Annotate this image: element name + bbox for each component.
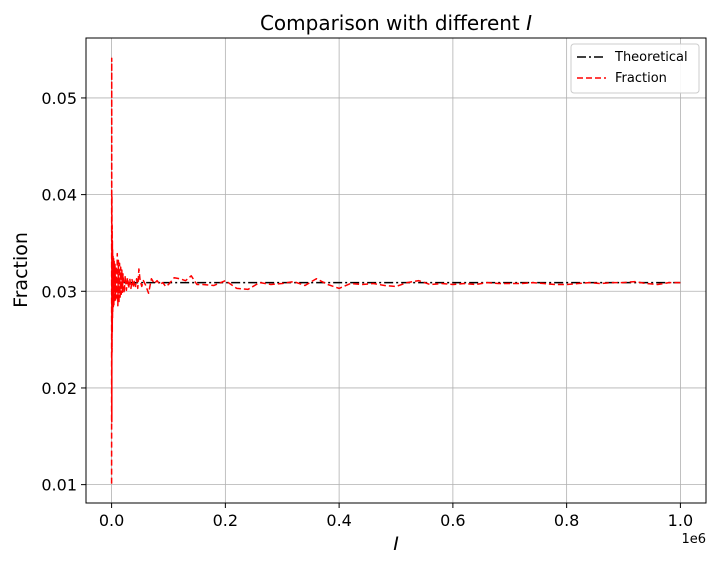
y-tick-label: 0.02	[41, 379, 77, 398]
legend-label-fraction: Fraction	[615, 71, 667, 86]
plot-background	[86, 38, 706, 503]
series-layer	[110, 57, 681, 484]
chart-title-variable: I	[526, 11, 532, 35]
x-tick-label: 0.2	[213, 511, 238, 530]
x-tick-label: 1.0	[668, 511, 693, 530]
plot-frame	[85, 37, 707, 504]
x-axis-label: I	[393, 533, 399, 555]
chart-title-prefix: Comparison with different	[260, 11, 526, 35]
series-line-fraction	[110, 57, 681, 484]
y-tick-label: 0.04	[41, 186, 77, 205]
grid	[86, 38, 706, 503]
x-axis-ticks: 0.0 0.2 0.4 0.6 0.8 1.0	[99, 503, 693, 530]
chart-title: Comparison with different I	[260, 11, 532, 35]
x-tick-label: 0.4	[326, 511, 351, 530]
legend: Theoretical Fraction	[570, 43, 700, 94]
x-axis-offset-text: 1e6	[681, 532, 706, 547]
y-axis-ticks: 0.01 0.02 0.03 0.04 0.05	[41, 89, 86, 495]
y-tick-label: 0.01	[41, 476, 77, 495]
x-tick-label: 0.6	[440, 511, 465, 530]
x-tick-label: 0.8	[554, 511, 579, 530]
x-tick-label: 0.0	[99, 511, 124, 530]
legend-label-theoretical: Theoretical	[614, 50, 688, 65]
y-axis-label: Fraction	[10, 232, 32, 308]
y-tick-label: 0.03	[41, 282, 77, 301]
y-tick-label: 0.05	[41, 89, 77, 108]
